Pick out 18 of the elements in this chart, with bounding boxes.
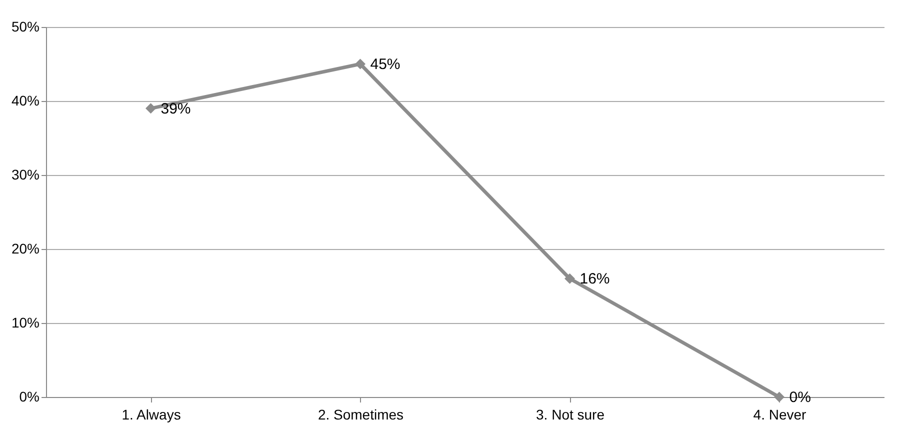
y-tick-label: 0%: [19, 388, 40, 404]
x-tick-label: 3. Not sure: [536, 406, 605, 422]
point: [355, 58, 366, 70]
point: [774, 392, 784, 402]
point: [564, 273, 575, 284]
y-tick-label: 50%: [11, 18, 40, 34]
data-label: 0%: [789, 389, 811, 406]
x-tick-label: 1. Always: [122, 406, 181, 422]
x-tick-label: 2. Sometimes: [318, 406, 404, 422]
y-tick-label: 20%: [11, 240, 40, 256]
data-label: 45%: [370, 56, 400, 73]
x-tick-label: 4. Never: [753, 406, 807, 422]
data-label: 39%: [160, 100, 191, 118]
y-tick-label: 30%: [11, 166, 40, 182]
y-tick-label: 10%: [11, 314, 40, 330]
y-tick-label: 40%: [11, 92, 40, 108]
data-label: 16%: [580, 270, 610, 288]
point: [146, 103, 156, 114]
